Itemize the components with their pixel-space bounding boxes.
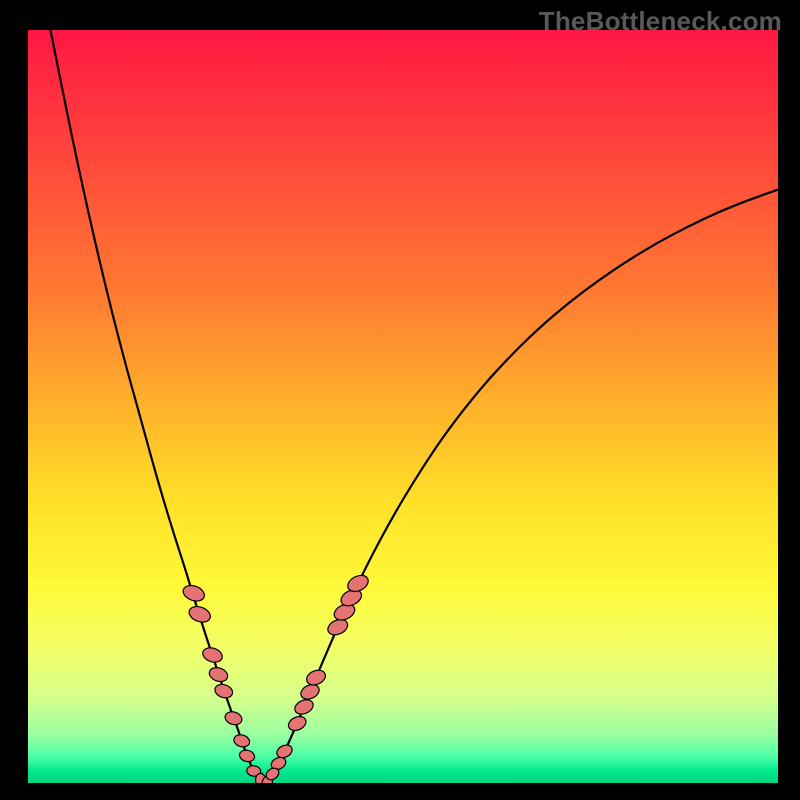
chart-container: TheBottleneck.com	[0, 0, 800, 800]
plot-area	[28, 30, 778, 783]
watermark-label: TheBottleneck.com	[539, 6, 782, 37]
gradient-background	[28, 30, 778, 783]
plot-svg	[28, 30, 778, 783]
